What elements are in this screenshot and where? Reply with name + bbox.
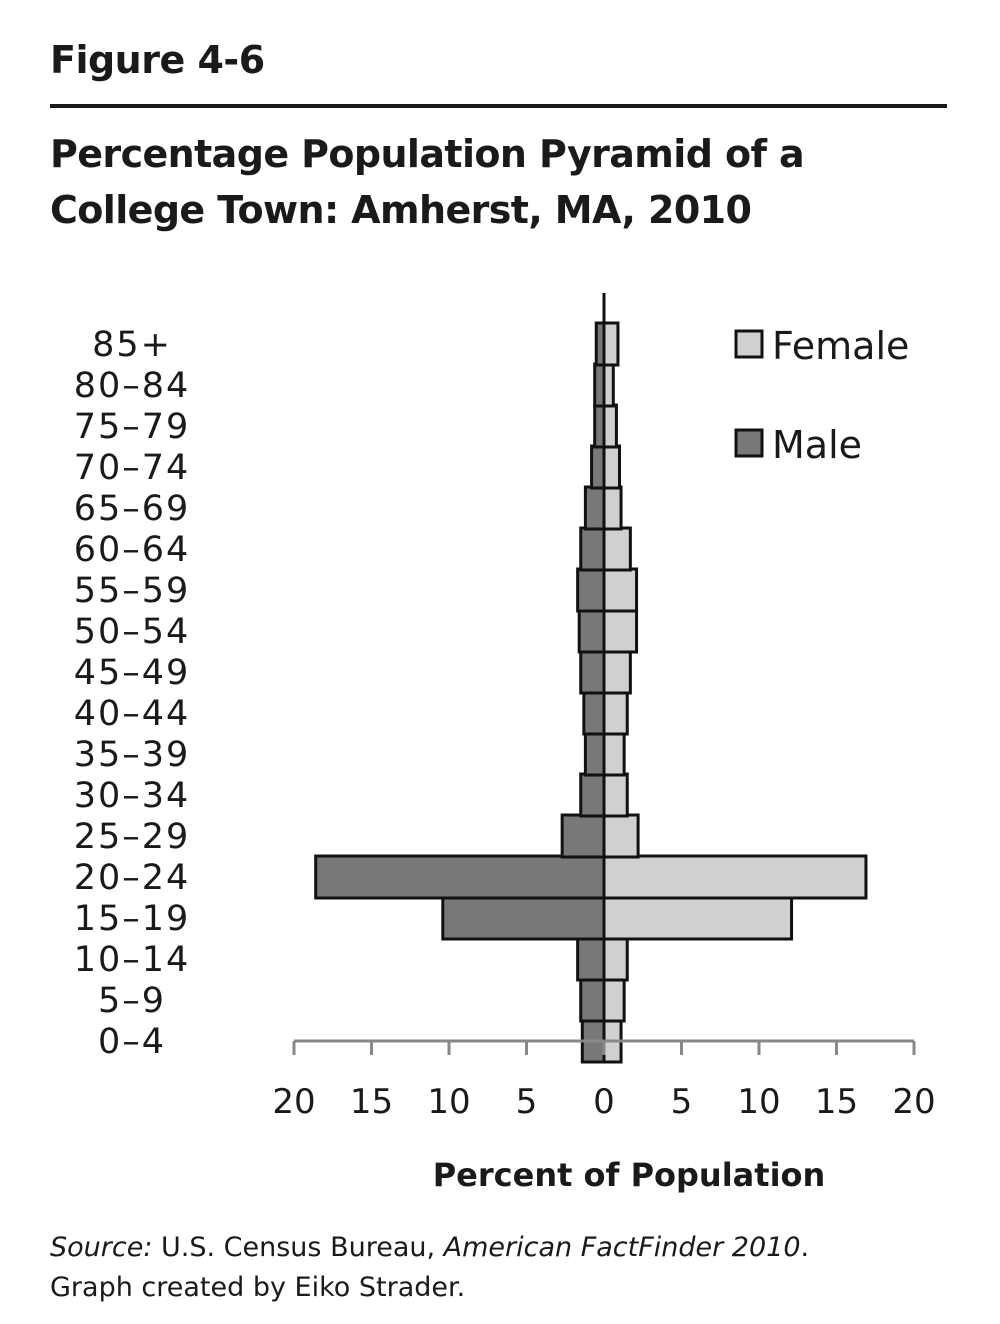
- source-org: U.S. Census Bureau,: [152, 1232, 444, 1263]
- male-bar-35-39: [583, 731, 606, 777]
- female-bar-65-69: [602, 485, 623, 531]
- legend-label-female: Female: [772, 324, 909, 368]
- chart-title: Percentage Population Pyramid of a Colle…: [50, 126, 950, 238]
- source-label: Source:: [50, 1232, 153, 1263]
- x-tick-label: 5: [671, 1082, 693, 1122]
- female-bar-10-14: [602, 936, 629, 982]
- female-bar-5-9: [602, 977, 626, 1023]
- male-bar-40-44: [582, 690, 606, 736]
- chart-title-line-2: College Town: Amherst, MA, 2010: [50, 188, 752, 232]
- age-label-5-9: 5–9: [98, 981, 166, 1021]
- female-bar-85plus: [602, 321, 620, 367]
- x-tick-label: 15: [815, 1082, 858, 1122]
- x-axis-title: Percent of Population: [433, 1156, 826, 1194]
- female-bar-15-19: [602, 895, 794, 941]
- female-bar-60-64: [602, 526, 632, 572]
- male-bar-5-9: [579, 977, 606, 1023]
- age-label-70-74: 70–74: [74, 448, 191, 488]
- chart-title-line-1: Percentage Population Pyramid of a: [50, 132, 805, 176]
- source-publication: American FactFinder 2010: [443, 1232, 801, 1263]
- female-bar-70-74: [602, 444, 621, 490]
- male-bar-10-14: [576, 936, 606, 982]
- female-bar-55-59: [602, 567, 639, 613]
- age-label-55-59: 55–59: [74, 571, 191, 611]
- female-bar-50-54: [602, 608, 639, 654]
- age-label-50-54: 50–54: [74, 612, 191, 652]
- x-tick-label: 5: [516, 1082, 538, 1122]
- age-label-30-34: 30–34: [74, 776, 191, 816]
- legend-label-male: Male: [772, 423, 862, 467]
- female-bar-30-34: [602, 772, 629, 818]
- female-bar-75-79: [602, 403, 618, 449]
- age-label-85plus: 85+: [92, 325, 172, 365]
- male-bar-50-54: [577, 608, 606, 654]
- male-bar-55-59: [576, 567, 606, 613]
- source-note: Source: U.S. Census Bureau, American Fac…: [50, 1228, 970, 1308]
- female-bar-20-24: [602, 854, 868, 900]
- source-line-1: Source: U.S. Census Bureau, American Fac…: [50, 1228, 970, 1268]
- legend: Female Male: [734, 324, 909, 467]
- x-tick-label: 10: [427, 1082, 470, 1122]
- male-bar-65-69: [583, 485, 606, 531]
- male-bar-70-74: [590, 444, 606, 490]
- x-tick-label: 10: [737, 1082, 780, 1122]
- age-label-75-79: 75–79: [74, 407, 191, 447]
- population-pyramid-chart: 0–45–910–1415–1920–2425–2930–3435–3940–4…: [74, 293, 936, 1194]
- legend-swatch-male: [734, 428, 764, 458]
- male-bar-45-49: [579, 649, 606, 695]
- female-bar-35-39: [602, 731, 626, 777]
- age-label-35-39: 35–39: [74, 735, 191, 775]
- source-period: .: [800, 1232, 810, 1263]
- figure-label: Figure 4-6: [50, 38, 265, 82]
- age-label-45-49: 45–49: [74, 653, 191, 693]
- x-tick-label: 20: [272, 1082, 315, 1122]
- age-label-80-84: 80–84: [74, 366, 191, 406]
- x-axis: 20 15 10 5 0 5 10 15 20: [272, 1039, 936, 1122]
- male-bar-25-29: [560, 813, 606, 859]
- source-credit: Graph created by Eiko Strader.: [50, 1272, 466, 1303]
- age-label-15-19: 15–19: [74, 899, 191, 939]
- age-label-60-64: 60–64: [74, 530, 191, 570]
- age-label-20-24: 20–24: [74, 858, 191, 898]
- age-label-10-14: 10–14: [74, 940, 191, 980]
- male-bar-60-64: [579, 526, 606, 572]
- age-label-25-29: 25–29: [74, 817, 191, 857]
- pyramid-bars: [314, 293, 868, 1064]
- legend-swatch-female: [734, 329, 764, 359]
- x-tick-label: 15: [350, 1082, 393, 1122]
- x-tick-label: 0: [593, 1082, 615, 1122]
- female-bar-25-29: [602, 813, 640, 859]
- x-tick-label: 20: [892, 1082, 935, 1122]
- male-bar-15-19: [441, 895, 606, 941]
- male-bar-20-24: [314, 854, 606, 900]
- age-label-65-69: 65–69: [74, 489, 191, 529]
- title-rule: [50, 104, 947, 108]
- male-bar-30-34: [579, 772, 606, 818]
- female-bar-45-49: [602, 649, 632, 695]
- age-label-0-4: 0–4: [98, 1022, 166, 1062]
- age-group-labels: 0–45–910–1415–1920–2425–2930–3435–3940–4…: [74, 325, 191, 1062]
- female-bar-40-44: [602, 690, 629, 736]
- age-label-40-44: 40–44: [74, 694, 191, 734]
